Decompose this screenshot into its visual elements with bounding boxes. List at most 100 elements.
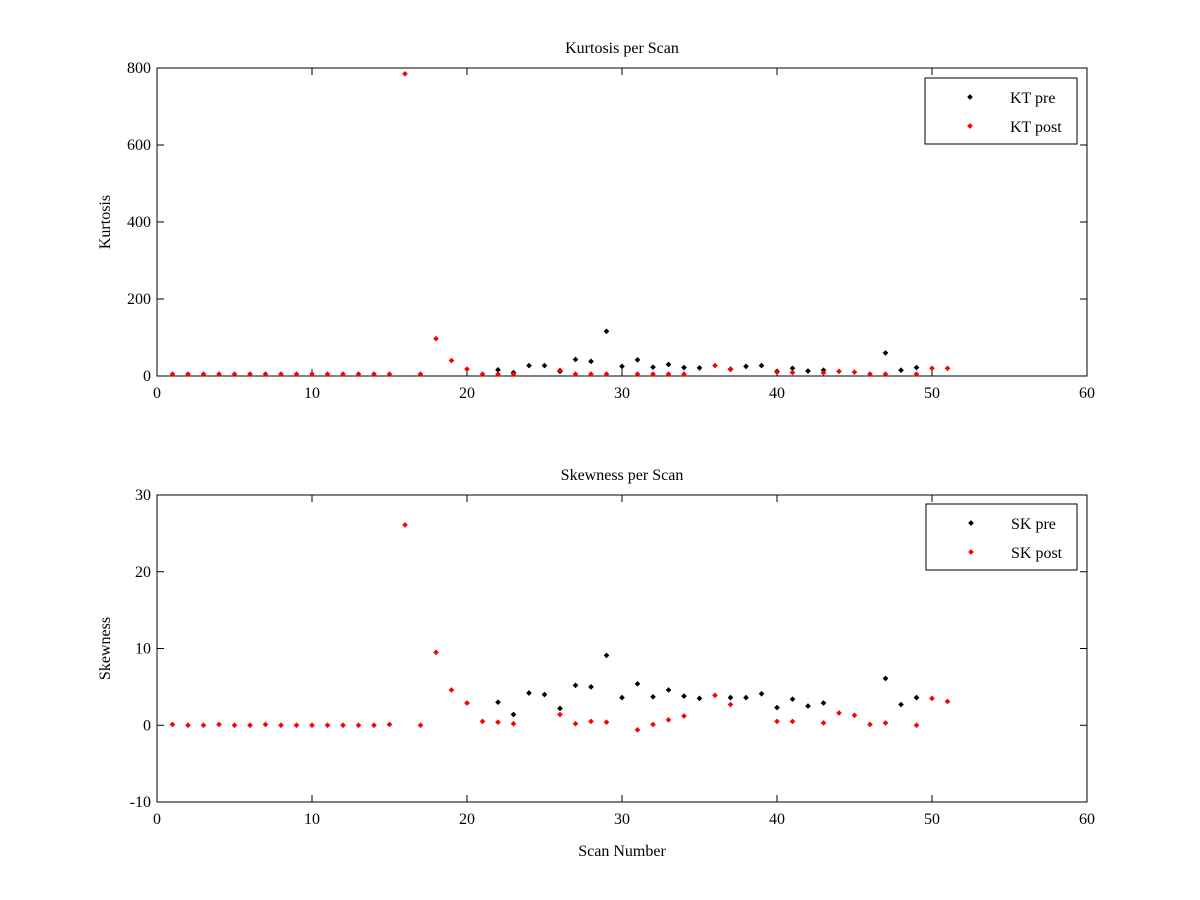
kurtosis-point [789, 365, 796, 372]
kurtosis-legend-marker [967, 94, 973, 100]
skewness-point [464, 700, 470, 706]
skewness-point [712, 692, 718, 699]
skewness-point [944, 698, 951, 705]
skewness-point [324, 722, 331, 729]
skewness-x-tick-label: 10 [304, 811, 320, 828]
skewness-point [278, 722, 284, 729]
kurtosis-point [836, 368, 842, 375]
skewness-legend-marker [968, 549, 974, 555]
kurtosis-point [650, 364, 656, 370]
kurtosis-point [712, 362, 718, 369]
skewness-point [386, 721, 393, 728]
skewness-point [665, 687, 672, 693]
skewness-point [650, 694, 656, 700]
kurtosis-point [340, 371, 346, 377]
skewness-point [867, 721, 873, 728]
kurtosis-point [743, 363, 749, 370]
skewness-x-tick-label: 50 [924, 811, 940, 828]
skewness-legend-label: SK post [1011, 545, 1063, 562]
skewness-point [929, 695, 935, 702]
skewness-point [758, 690, 765, 697]
kurtosis-point [696, 365, 703, 371]
kurtosis-point [867, 371, 873, 377]
kurtosis-point [169, 371, 176, 377]
kurtosis-point [557, 367, 563, 374]
skewness-legend-label: SK pre [1011, 516, 1056, 533]
skewness-legend-box [925, 503, 1078, 571]
kurtosis-point [417, 371, 424, 377]
kurtosis-point [882, 371, 889, 377]
kurtosis-point [588, 358, 594, 365]
kurtosis-x-tick-label: 50 [924, 385, 940, 402]
skewness-point [541, 691, 548, 698]
kurtosis-point [371, 371, 377, 377]
skewness-x-tick-label: 20 [459, 811, 475, 828]
skewness-x-tick-label: 60 [1079, 811, 1095, 828]
kurtosis-point [588, 371, 594, 377]
skewness-point [231, 722, 238, 729]
kurtosis-legend-label: KT post [1010, 119, 1062, 136]
kurtosis-y-tick-label: 0 [143, 368, 151, 385]
skewness-series-pre [495, 652, 920, 718]
skewness-legend-marker [968, 520, 974, 526]
skewness-point [603, 719, 610, 726]
kurtosis-x-tick-label: 60 [1079, 385, 1095, 402]
skewness-y-tick-label: 0 [143, 717, 151, 734]
kurtosis-point [324, 371, 331, 377]
kurtosis-point [634, 357, 641, 363]
kurtosis-x-tick-label: 10 [304, 385, 320, 402]
kurtosis-point [572, 356, 579, 363]
skewness-x-tick-label: 30 [614, 811, 630, 828]
skewness-y-tick-label: 10 [135, 641, 151, 658]
kurtosis-series-post [169, 70, 951, 377]
kurtosis-point [882, 350, 889, 356]
kurtosis-legend: KT pre KT post [924, 77, 1078, 145]
kurtosis-y-tick-label: 600 [127, 137, 151, 154]
kurtosis-point [526, 362, 532, 369]
skewness-point [820, 700, 827, 706]
kurtosis-point [402, 70, 408, 77]
skewness-legend: SK pre SK post [925, 503, 1078, 571]
kurtosis-point [634, 371, 641, 377]
skewness-point [805, 703, 811, 709]
kurtosis-point [805, 368, 811, 374]
skewness-point [588, 684, 594, 690]
kurtosis-point [650, 371, 656, 377]
skewness-point [727, 694, 734, 701]
kurtosis-point [774, 369, 780, 375]
kurtosis-legend-label: KT pre [1010, 90, 1055, 107]
skewness-point [572, 720, 579, 727]
skewness-point [665, 717, 672, 723]
skewness-point [557, 711, 563, 718]
skewness-point [727, 701, 734, 708]
kurtosis-point [200, 371, 207, 377]
skewness-point [743, 694, 749, 701]
skewness-point [836, 710, 842, 716]
skewness-point [898, 701, 904, 708]
skewness-y-tick-label: 30 [135, 487, 151, 504]
skewness-point [247, 722, 253, 729]
kurtosis-point [898, 367, 904, 374]
skewness-point [882, 720, 889, 726]
skewness-ylabel: Skewness [97, 617, 114, 680]
kurtosis-point [495, 367, 501, 373]
kurtosis-point [433, 335, 439, 342]
skewness-point [371, 722, 377, 729]
kurtosis-x-tick-label: 0 [153, 385, 161, 402]
skewness-xlabel: Scan Number [578, 843, 666, 860]
kurtosis-legend-marker [967, 123, 973, 129]
skewness-point [774, 718, 780, 725]
skewness-point [309, 722, 315, 729]
skewness-point [913, 694, 920, 701]
kurtosis-point [216, 371, 222, 377]
skewness-series-post [169, 522, 951, 733]
kurtosis-point [386, 371, 393, 377]
skewness-point [433, 649, 439, 656]
skewness-point [216, 721, 222, 728]
skewness-title: Skewness per Scan [561, 467, 684, 484]
